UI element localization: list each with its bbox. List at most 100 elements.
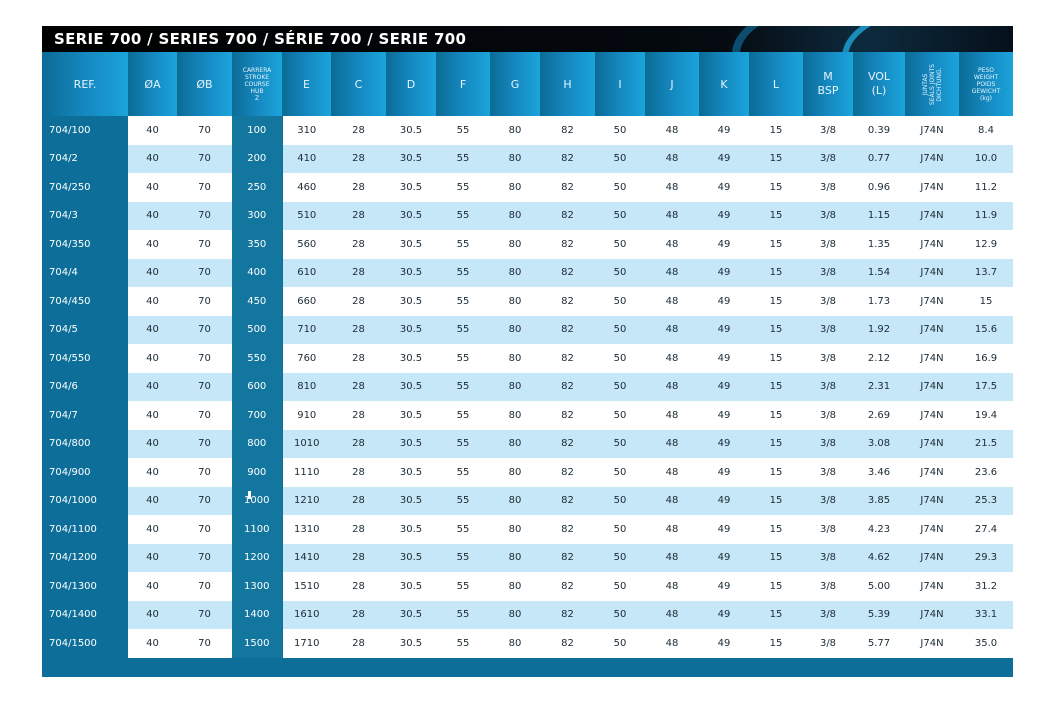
cell-c: 28	[331, 173, 386, 202]
cell-e: 510	[281, 201, 331, 230]
cell-l: 15	[749, 629, 803, 658]
cell-g: 80	[490, 116, 540, 145]
cell-e: 760	[281, 344, 331, 373]
cell-m: 3/8	[803, 372, 853, 401]
cell-vol: 3.46	[853, 458, 905, 487]
vol-unit-label: (L)	[871, 84, 887, 97]
cell-b: 70	[177, 515, 232, 544]
cell-b: 70	[177, 600, 232, 629]
row-marker	[248, 491, 251, 499]
cell-a: 40	[128, 258, 177, 287]
cell-vol: 5.00	[853, 572, 905, 601]
cell-e: 660	[281, 287, 331, 316]
cell-kg: 27.4	[959, 515, 1013, 544]
cell-j: 48	[645, 173, 699, 202]
cell-e: 1110	[281, 458, 331, 487]
cell-seals: J74N	[905, 344, 959, 373]
cell-a: 40	[128, 230, 177, 259]
cell-d: 30.5	[386, 287, 436, 316]
table-body: 704/100 40 70 100 310 28 30.5 55 80 82 50 48 49 15 3/8…	[42, 116, 1013, 658]
cell-k: 49	[699, 486, 749, 515]
col-header-i: I	[595, 52, 645, 116]
cell-b: 70	[177, 344, 232, 373]
cell-j: 48	[645, 344, 699, 373]
cell-b: 70	[177, 116, 232, 145]
cell-h: 82	[540, 543, 595, 572]
cell-c: 28	[331, 572, 386, 601]
page-title: SERIE 700 / SERIES 700 / SÉRIE 700 / SER…	[54, 30, 467, 48]
cell-j: 48	[645, 315, 699, 344]
cell-a: 40	[128, 629, 177, 658]
cell-j: 48	[645, 372, 699, 401]
cell-kg: 8.4	[959, 116, 1013, 145]
title-decoration	[732, 26, 1013, 52]
cell-z: 800	[232, 429, 282, 458]
cell-k: 49	[699, 116, 749, 145]
cell-h: 82	[540, 572, 595, 601]
cell-d: 30.5	[386, 230, 436, 259]
cell-c: 28	[331, 315, 386, 344]
cell-kg: 33.1	[959, 600, 1013, 629]
cell-ref: 704/3	[42, 201, 128, 230]
cell-seals: J74N	[905, 515, 959, 544]
cell-ref: 704/1200	[42, 543, 128, 572]
cell-z: 550	[232, 344, 282, 373]
cell-l: 15	[749, 572, 803, 601]
cell-z: 1100	[232, 515, 282, 544]
seals-label-2: SEALS JOINTS	[928, 63, 936, 105]
cell-kg: 31.2	[959, 572, 1013, 601]
cell-f: 55	[436, 344, 490, 373]
col-header-b: ØB	[177, 52, 232, 116]
cell-l: 15	[749, 230, 803, 259]
cell-vol: 1.35	[853, 230, 905, 259]
cell-kg: 11.2	[959, 173, 1013, 202]
cell-vol: 4.23	[853, 515, 905, 544]
cell-b: 70	[177, 315, 232, 344]
stroke-label-1: CARRERA	[242, 66, 272, 74]
cell-kg: 35.0	[959, 629, 1013, 658]
cell-l: 15	[749, 144, 803, 173]
cell-ref: 704/1300	[42, 572, 128, 601]
cell-d: 30.5	[386, 116, 436, 145]
cell-c: 28	[331, 486, 386, 515]
cell-vol: 5.77	[853, 629, 905, 658]
cell-f: 55	[436, 201, 490, 230]
seals-label-1: JUNTAS	[921, 73, 929, 95]
cell-l: 15	[749, 116, 803, 145]
table-row: 704/4 40 70 400 610 28 30.5 55 80 82 50 48 49 15 3/8 1.…	[42, 258, 1013, 287]
table-row: 704/800 40 70 800 1010 28 30.5 55 80 82 50 48 49 15 3/…	[42, 429, 1013, 458]
cell-f: 55	[436, 572, 490, 601]
cell-a: 40	[128, 144, 177, 173]
weight-label-4: GEWICHT	[971, 87, 1001, 95]
cell-k: 49	[699, 287, 749, 316]
stroke-label-3: COURSE	[244, 80, 270, 88]
cell-c: 28	[331, 629, 386, 658]
cell-f: 55	[436, 401, 490, 430]
cell-k: 49	[699, 629, 749, 658]
stroke-label-4: HUB	[250, 87, 264, 95]
cell-vol: 0.39	[853, 116, 905, 145]
cell-e: 1610	[281, 600, 331, 629]
cell-h: 82	[540, 629, 595, 658]
m-label: M	[823, 70, 833, 83]
cell-g: 80	[490, 287, 540, 316]
cell-j: 48	[645, 287, 699, 316]
cell-e: 810	[281, 372, 331, 401]
cell-g: 80	[490, 600, 540, 629]
cell-j: 48	[645, 629, 699, 658]
cell-g: 80	[490, 315, 540, 344]
col-header-d: D	[386, 52, 436, 116]
cell-vol: 2.12	[853, 344, 905, 373]
cell-z: 250	[232, 173, 282, 202]
cell-k: 49	[699, 600, 749, 629]
weight-label-5: (kg)	[980, 94, 992, 102]
cell-vol: 3.85	[853, 486, 905, 515]
cell-b: 70	[177, 572, 232, 601]
cell-i: 50	[595, 543, 645, 572]
cell-h: 82	[540, 458, 595, 487]
cell-z: 1400	[232, 600, 282, 629]
stroke-label-5: Z	[254, 94, 260, 102]
cell-e: 410	[281, 144, 331, 173]
cell-j: 48	[645, 600, 699, 629]
cell-seals: J74N	[905, 201, 959, 230]
